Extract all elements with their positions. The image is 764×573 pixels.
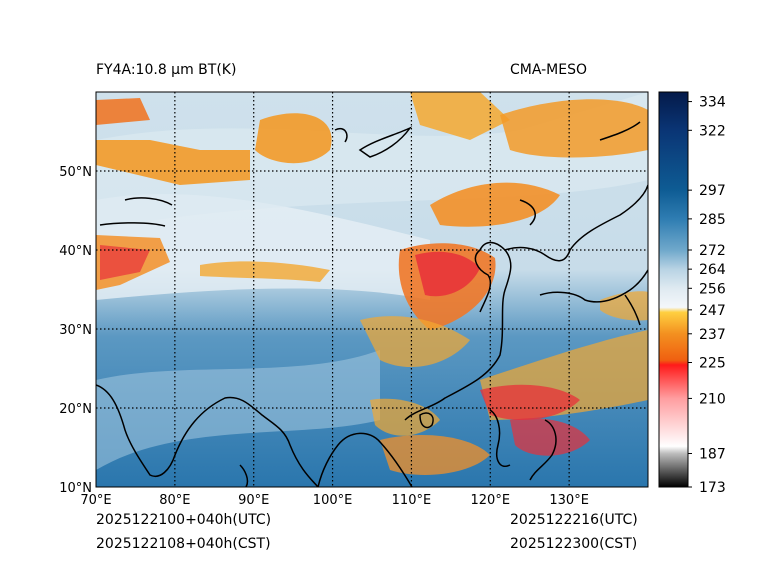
colorbar-tick-label: 256	[699, 281, 726, 297]
lon-tick-label: 100°E	[313, 493, 353, 508]
satellite-image	[96, 92, 648, 487]
colorbar-tick-label: 322	[699, 123, 726, 139]
lat-tick-label: 20°N	[59, 402, 92, 417]
colorbar-tick-label: 173	[699, 480, 726, 496]
colorbar-tick-label: 272	[699, 243, 726, 259]
lon-tick-label: 110°E	[392, 493, 432, 508]
colorbar-tick-label: 225	[699, 356, 726, 372]
colorbar-tick-label: 237	[699, 327, 726, 343]
init-time-utc: 2025122100+040h(UTC)	[96, 512, 272, 528]
colorbar-tick-label: 187	[699, 446, 726, 462]
lon-tick-label: 80°E	[159, 493, 190, 508]
valid-time-utc: 2025122216(UTC)	[510, 512, 638, 528]
title-right: CMA-MESO	[510, 62, 588, 78]
lon-tick-label: 70°E	[80, 493, 111, 508]
lon-tick-label: 130°E	[549, 493, 589, 508]
colorbar-tick-label: 264	[699, 262, 726, 278]
colorbar	[658, 91, 689, 488]
colorbar-tick-label: 247	[699, 303, 726, 319]
lon-tick-labels: 70°E 80°E 90°E 100°E 110°E 120°E 130°E	[80, 493, 589, 508]
title-left: FY4A:10.8 µm BT(K)	[96, 62, 237, 78]
colorbar-tick-label: 297	[699, 183, 726, 199]
lon-tick-label: 90°E	[238, 493, 269, 508]
lat-tick-labels: 10°N 20°N 30°N 40°N 50°N	[59, 165, 92, 496]
init-time-cst: 2025122108+040h(CST)	[96, 536, 271, 552]
colorbar-tick-label: 210	[699, 391, 726, 407]
coastlines	[96, 121, 648, 487]
lat-tick-label: 50°N	[59, 165, 92, 180]
lat-tick-label: 10°N	[59, 481, 92, 496]
map-frame	[95, 91, 649, 488]
lat-tick-label: 40°N	[59, 244, 92, 259]
graticule	[96, 92, 648, 487]
colorbar-ticks: 173 187 210 225 237 247 256 264 272 285 297 322 334	[688, 95, 726, 496]
lat-tick-label: 30°N	[59, 323, 92, 338]
lon-tick-label: 120°E	[471, 493, 511, 508]
colorbar-tick-label: 334	[699, 95, 726, 111]
valid-time-cst: 2025122300(CST)	[510, 536, 638, 552]
colorbar-tick-label: 285	[699, 212, 726, 228]
